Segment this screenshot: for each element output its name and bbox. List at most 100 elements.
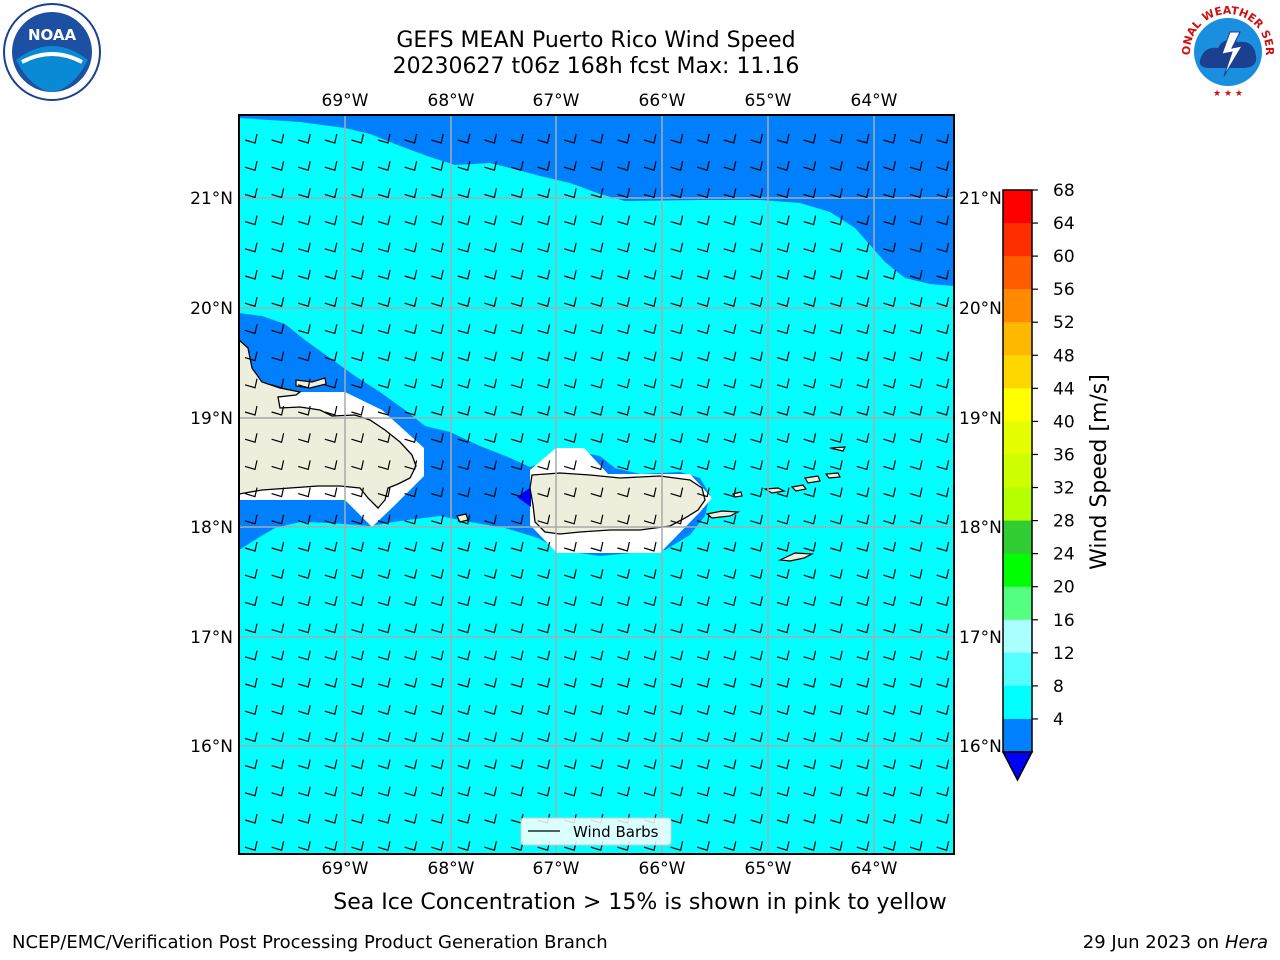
wind-barb: [537, 324, 551, 335]
wind-barb: [484, 433, 497, 443]
wind-barb: [697, 677, 710, 688]
wind-barb: [457, 569, 471, 579]
wind-barb: [324, 188, 338, 199]
wind-barb: [564, 596, 577, 607]
wind-barb: [803, 705, 817, 715]
wind-barb: [643, 514, 657, 525]
wind-barb: [484, 297, 497, 307]
wind-barb: [404, 569, 418, 579]
wind-barb: [271, 487, 285, 498]
wind-barb: [723, 324, 737, 335]
wind-barb: [244, 242, 258, 253]
wind-barb: [590, 569, 604, 579]
wind-barb: [484, 759, 497, 770]
wind-barb: [404, 487, 418, 498]
wind-barb: [697, 297, 710, 307]
wind-barb: [883, 596, 896, 607]
wind-barb: [803, 732, 817, 743]
colorbar-tick-label: 8: [1053, 677, 1064, 697]
land-st-thomas: [763, 487, 786, 494]
wind-barb: [484, 378, 497, 389]
wind-barb: [431, 378, 444, 389]
wind-barb: [271, 297, 285, 307]
colorbar-tick-label: 56: [1053, 280, 1075, 300]
wind-barb: [776, 841, 790, 851]
wind-barb: [244, 623, 258, 634]
wind-barb: [590, 705, 604, 715]
wind-barb: [697, 324, 710, 335]
land-islet: [829, 446, 847, 452]
wind-barb: [537, 405, 551, 416]
wind-barb: [431, 841, 444, 851]
wind-barb: [271, 269, 285, 280]
wind-barb: [617, 242, 630, 253]
wind-barb: [803, 378, 817, 389]
wind-barb: [670, 297, 684, 307]
wind-barb: [750, 215, 763, 226]
wind-barb: [883, 650, 896, 661]
wind-barb: [670, 161, 684, 171]
lat-label: 16°N: [959, 737, 1002, 757]
wind-barb: [298, 378, 311, 389]
wind-barb: [377, 841, 391, 851]
wind-barb: [723, 405, 737, 416]
wind-barb: [750, 161, 763, 171]
wind-barb: [244, 541, 258, 552]
wind-barb: [776, 541, 790, 552]
colorbar-segment: [1003, 289, 1032, 323]
wind-barb: [431, 569, 444, 579]
wind-barb: [883, 514, 896, 525]
wind-barb: [643, 269, 657, 280]
wind-barb: [936, 215, 950, 226]
wind-barb: [936, 161, 950, 171]
wind-barb: [431, 487, 444, 498]
wind-barb: [298, 242, 311, 253]
wind-barb: [484, 405, 497, 416]
colorbar-segment: [1003, 421, 1032, 455]
wind-barb: [830, 732, 843, 743]
wind-barb: [670, 759, 684, 770]
wind-barb: [244, 596, 258, 607]
wind-barb: [936, 732, 950, 743]
wind-barb: [377, 324, 391, 335]
wind-barb: [936, 596, 950, 607]
wind-barb: [856, 786, 870, 797]
wind-barb: [324, 514, 338, 525]
wind-barb: [883, 786, 896, 797]
chart-title: GEFS MEAN Puerto Rico Wind Speed: [396, 28, 796, 53]
land-hispaniola: [239, 339, 417, 509]
wind-barb: [324, 269, 338, 280]
wind-barb: [298, 324, 311, 335]
wind-barb: [564, 705, 577, 715]
wind-barb: [377, 569, 391, 579]
wind-barb: [537, 188, 551, 199]
wind-barb: [723, 623, 737, 634]
wind-barb: [271, 161, 285, 171]
wind-barb: [909, 351, 923, 362]
wind-barb: [936, 487, 950, 498]
wind-barb: [856, 514, 870, 525]
wind-barb: [324, 324, 338, 335]
wind-barb: [484, 460, 497, 471]
wind-barb: [510, 242, 524, 253]
wind-barb: [590, 324, 604, 335]
wind-barb: [643, 569, 657, 579]
wind-barb: [351, 324, 364, 335]
lon-label: 64°W: [851, 859, 898, 879]
wind-barb: [670, 732, 684, 743]
wind-barb: [803, 133, 817, 144]
wind-barb: [351, 841, 364, 851]
wind-barb: [564, 650, 577, 661]
wind-barb: [776, 405, 790, 416]
wind-barb: [697, 650, 710, 661]
wind-barb: [883, 242, 896, 253]
wind-barb: [510, 623, 524, 634]
wind-barb: [431, 269, 444, 280]
wind-barb: [670, 841, 684, 851]
wind-barb: [936, 297, 950, 307]
wind-barb: [909, 569, 923, 579]
wind-barb: [856, 133, 870, 144]
wind-barb: [670, 596, 684, 607]
wind-barb: [431, 133, 444, 144]
wind-barb: [776, 324, 790, 335]
